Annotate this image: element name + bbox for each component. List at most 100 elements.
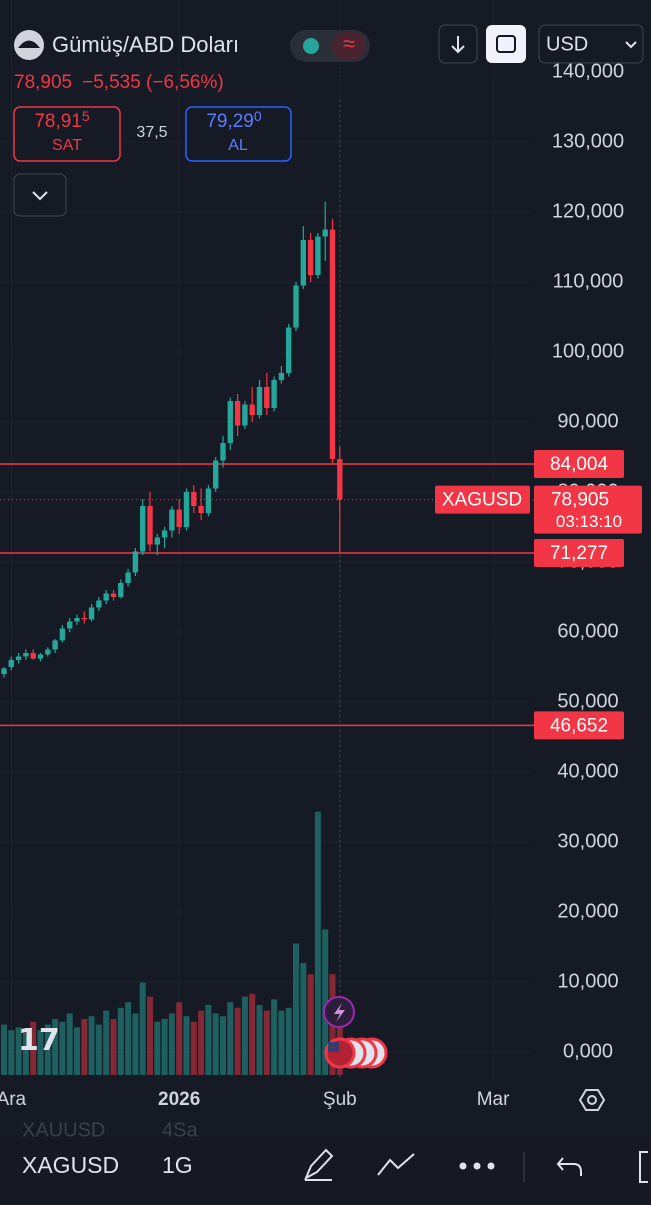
buy-price-main: 79,29 <box>206 111 254 132</box>
y-tick-label: 110,000 <box>553 270 624 292</box>
buy-label: AL <box>228 137 248 154</box>
more-menu[interactable] <box>459 1162 495 1170</box>
volume-bar <box>256 1005 263 1075</box>
fullscreen-button[interactable] <box>486 25 526 63</box>
candle-body <box>307 240 314 275</box>
volume-bar <box>8 1030 15 1075</box>
candle-body <box>161 530 168 538</box>
volume-bar <box>74 1027 80 1075</box>
volume-bar <box>15 1027 22 1075</box>
volume-bar <box>110 1019 117 1075</box>
volume-bar <box>249 993 256 1075</box>
candle-body <box>59 628 66 641</box>
volume-bar <box>263 1010 270 1075</box>
symbol-tag <box>435 485 530 514</box>
y-tick-label: 10,000 <box>557 970 618 992</box>
candle-body <box>110 593 117 597</box>
price-level-tag <box>534 711 624 740</box>
volume-bar <box>22 1033 29 1075</box>
y-tick-label: 40,000 <box>557 760 618 782</box>
candle-body <box>191 492 197 506</box>
collapse-button[interactable] <box>13 173 67 217</box>
volume-bar <box>307 974 314 1075</box>
symbol-title[interactable]: Gümüş/ABD Doları <box>52 32 239 57</box>
volume-bar <box>88 1016 95 1075</box>
price-level-label: 71,277 <box>550 543 608 564</box>
realtime-badge <box>332 32 366 60</box>
quote: 78,905 −5,535 (−6,56%) <box>14 72 224 93</box>
candle-body <box>322 229 328 237</box>
candle-body <box>293 285 299 328</box>
other-interval: 4Sa <box>162 1119 198 1141</box>
settings-icon[interactable] <box>578 1089 606 1111</box>
y-tick-label: 130,000 <box>552 130 624 152</box>
volume-bar <box>176 1002 183 1075</box>
currency-select[interactable] <box>538 24 644 64</box>
redo-button[interactable] <box>639 1151 648 1183</box>
undo-button[interactable] <box>556 1157 582 1176</box>
candle-body <box>45 649 51 655</box>
candle-body <box>227 401 233 443</box>
candle-body <box>315 236 321 275</box>
candle-body <box>118 583 124 597</box>
candle-body <box>67 621 73 629</box>
volume-bar <box>183 1016 190 1075</box>
toolbar-symbol[interactable]: XAGUSD <box>22 1152 119 1178</box>
y-tick-label: 100,000 <box>552 340 624 362</box>
candle-body <box>234 401 241 426</box>
x-tick-label: Şub <box>323 1089 357 1110</box>
candle-body <box>329 229 336 460</box>
candle-body <box>37 654 44 659</box>
price-level-tag <box>534 539 624 568</box>
currency-label: USD <box>546 33 588 55</box>
indicator-tool[interactable] <box>377 1153 415 1176</box>
fullscreen-icon <box>496 35 516 53</box>
candle-body <box>8 660 14 667</box>
candle-body <box>125 572 131 583</box>
symbol-logo-mark <box>18 40 40 48</box>
volume-bar <box>168 1013 175 1075</box>
quote-change: −5,535 (−6,56%) <box>82 72 224 93</box>
y-tick-label: 120,000 <box>552 200 624 222</box>
download-icon <box>451 36 465 54</box>
last-price-label: 78,905 <box>551 490 609 511</box>
candle-body <box>1 668 7 674</box>
candle-body <box>147 506 153 545</box>
volume-bar <box>278 1010 285 1075</box>
y-tick-label: 50,000 <box>557 690 618 712</box>
buy-button[interactable] <box>185 106 292 162</box>
plot: 0,000 10,000 20,000 30,000 40,000 50,000 60,00… <box>0 60 642 1111</box>
y-tick-label: 20,000 <box>557 900 618 922</box>
sell-button[interactable] <box>13 106 121 162</box>
toolbar-interval[interactable]: 1G <box>162 1152 193 1178</box>
volume-bar <box>234 1007 241 1075</box>
volume-bar <box>52 1019 59 1075</box>
draw-tool[interactable] <box>303 1148 334 1181</box>
candle-body <box>81 618 87 620</box>
candle-body <box>220 443 226 461</box>
candle-body <box>176 509 182 527</box>
sell-label: SAT <box>52 137 82 154</box>
candle-body <box>286 327 292 373</box>
candle-body <box>300 240 306 286</box>
last-price-tag <box>534 485 642 534</box>
volume-bar <box>285 1007 292 1075</box>
sell-price-sup: 5 <box>82 108 90 124</box>
y-tick-label: 140,000 <box>552 60 624 82</box>
volume-bar <box>161 1019 168 1075</box>
volume-bar <box>30 1021 37 1075</box>
volume-bar <box>271 999 278 1075</box>
countdown: 03:13:10 <box>556 512 622 531</box>
tv-logo: 𝟭𝟳 <box>18 1024 60 1057</box>
y-tick-label: 30,000 <box>557 830 618 852</box>
candle-body <box>96 600 102 608</box>
candle-body <box>23 653 29 657</box>
candle-body <box>52 640 58 650</box>
candle-body <box>183 492 190 527</box>
market-open-dot <box>303 38 319 54</box>
price-level-tag <box>534 449 624 478</box>
volume-bar <box>37 1030 44 1075</box>
candle-body <box>30 653 36 659</box>
